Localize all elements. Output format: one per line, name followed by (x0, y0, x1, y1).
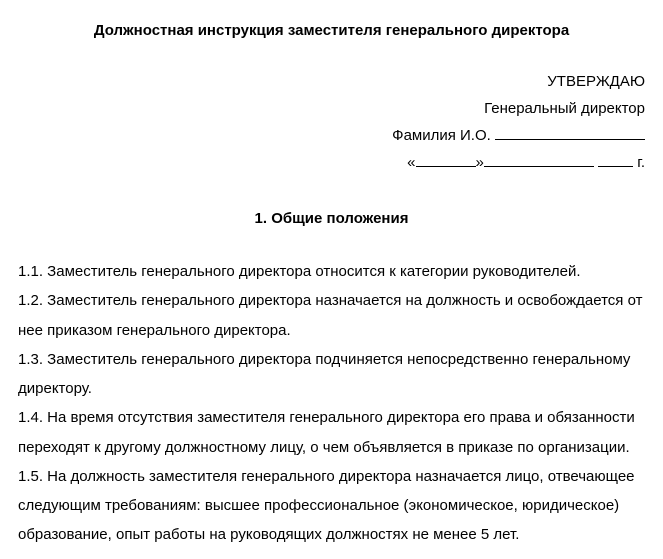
document-title: Должностная инструкция заместителя генер… (18, 18, 645, 44)
approve-label: УТВЕРЖДАЮ (18, 68, 645, 95)
approval-block: УТВЕРЖДАЮ Генеральный директор Фамилия И… (18, 68, 645, 176)
year-suffix: г. (637, 154, 645, 171)
month-field-underline (484, 152, 594, 167)
approver-position: Генеральный директор (18, 95, 645, 122)
clause-1-2: 1.2. Заместитель генерального директора … (18, 286, 645, 345)
year-field-underline (598, 152, 633, 167)
clause-1-4: 1.4. На время отсутствия заместителя ген… (18, 403, 645, 462)
quote-open: « (407, 154, 415, 171)
name-label: Фамилия И.О. (392, 127, 491, 144)
clause-1-5: 1.5. На должность заместителя генерально… (18, 462, 645, 550)
clause-1-1: 1.1. Заместитель генерального директора … (18, 257, 645, 286)
name-line: Фамилия И.О. (18, 122, 645, 149)
clause-1-3: 1.3. Заместитель генерального директора … (18, 345, 645, 404)
date-line: « » г. (18, 149, 645, 176)
day-field-underline (416, 152, 476, 167)
name-field-underline (495, 125, 645, 140)
section-1-heading: 1. Общие положения (18, 206, 645, 232)
quote-close: » (476, 154, 484, 171)
section-1-body: 1.1. Заместитель генерального директора … (18, 257, 645, 550)
